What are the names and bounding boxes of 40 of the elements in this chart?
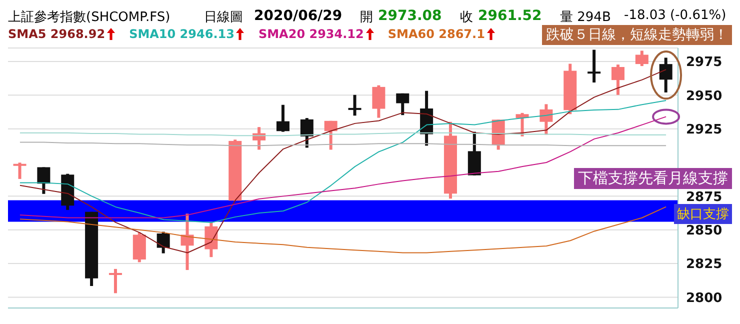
text: 收	[460, 9, 473, 26]
candlestick	[540, 104, 553, 135]
chart-title: 上証參考指數(SHCOMP.FS)	[8, 9, 170, 26]
text: -18.03 (-0.61%)	[624, 8, 726, 23]
y-tick-label: 2925	[686, 122, 722, 138]
candlestick	[180, 214, 194, 270]
candlestick	[588, 50, 601, 82]
y-tick-label: 2950	[686, 88, 722, 104]
y-tick-label: 2800	[686, 290, 722, 306]
band-label: 缺口支撐	[674, 204, 732, 224]
text: SMA10 2946.13	[129, 27, 236, 41]
y-tick-label: 2975	[686, 55, 722, 70]
candlestick	[611, 64, 624, 95]
candlestick	[635, 50, 648, 66]
candlestick	[13, 162, 26, 179]
y-tick-label: 2875	[686, 190, 722, 205]
candlestick	[108, 268, 122, 294]
candlestick	[348, 94, 362, 116]
text: SMA20 2934.12	[258, 27, 365, 41]
candlestick	[300, 118, 314, 148]
text: SMA60 2867.1	[388, 27, 486, 41]
candlestick	[156, 232, 170, 254]
y-tick-label: 2850	[686, 223, 722, 238]
line-series	[19, 206, 667, 254]
candlestick	[276, 104, 290, 132]
y-tick-label: 2825	[686, 257, 722, 272]
candlestick	[659, 58, 672, 92]
candlestick	[324, 120, 338, 150]
text: 量 294B	[560, 9, 611, 26]
text: 跌破５日線，短線走勢轉弱！	[542, 25, 732, 45]
candlestick	[372, 85, 386, 118]
text: 2973.08	[378, 8, 442, 24]
text: SMA5 2968.92	[8, 27, 106, 41]
candlestick	[37, 167, 50, 194]
annotation: 下檔支撐先看月線支撐	[574, 168, 732, 189]
text: 2020/06/29	[254, 8, 342, 24]
text: 2961.52	[478, 8, 542, 24]
text: 開	[360, 9, 373, 26]
chart-subtitle: 日線圖	[204, 9, 243, 26]
candlestick	[396, 93, 410, 116]
